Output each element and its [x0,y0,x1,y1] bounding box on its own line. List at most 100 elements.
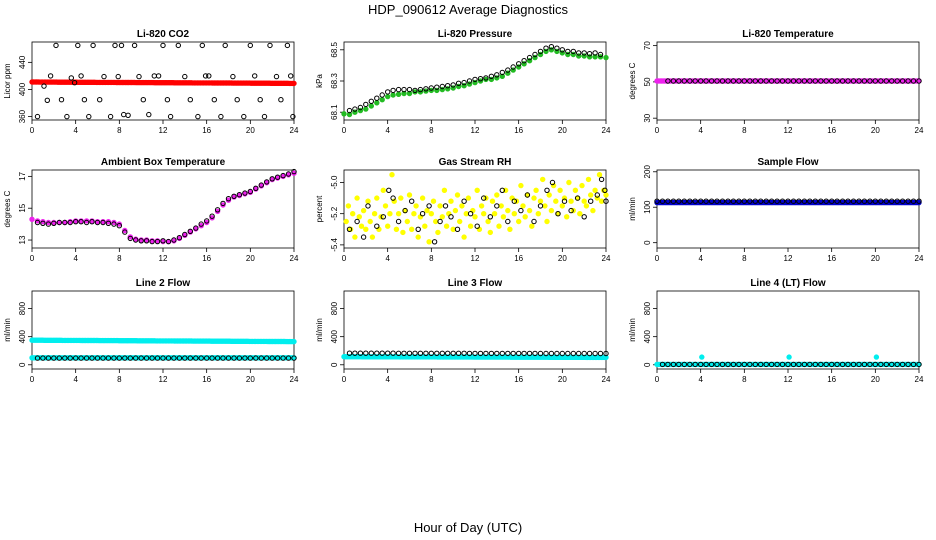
data-point [894,198,900,204]
y-tick-label: 400 [330,329,339,343]
data-point [346,111,353,118]
data-point [507,226,513,233]
data-point [136,73,142,80]
y-tick-label: 440 [18,55,27,69]
data-point [741,361,747,368]
x-tick-label: 20 [558,126,567,135]
data-point [818,78,824,84]
x-tick-label: 4 [385,254,390,263]
data-point [850,198,857,204]
data-point [736,198,742,204]
data-point [796,198,802,204]
data-point [442,203,449,209]
data-point [401,86,407,93]
data-point [155,73,162,79]
data-point [29,216,35,223]
data-point [910,78,917,84]
data-point [839,361,846,368]
data-point [149,355,155,361]
data-point [187,355,194,361]
data-point [834,198,840,204]
data-point [488,350,495,357]
data-point [883,361,889,368]
data-point [681,361,687,368]
data-point [363,106,369,112]
data-point [524,192,531,198]
data-point [758,78,764,84]
data-point [758,198,764,204]
x-tick-label: 20 [871,375,880,384]
data-point [905,78,911,84]
data-point [68,75,75,81]
data-point [225,196,232,202]
data-point [559,203,565,209]
data-point [596,172,603,178]
data-point [100,355,106,361]
data-point [472,76,478,83]
data-point [115,73,121,80]
data-point [592,54,598,60]
data-point [280,355,286,361]
data-point [494,192,500,198]
data-point [116,223,123,229]
data-point [522,214,528,220]
data-point [719,361,726,368]
panel-6: Line 2 Flow ml/min 0 4 8 12 16 20 24 0 400 800 [3,278,299,384]
data-point [395,86,402,93]
data-point [681,78,687,84]
data-point [94,355,101,361]
data-point [402,207,408,214]
data-point [910,198,917,204]
x-tick-label: 24 [602,254,611,263]
data-point [665,361,671,368]
y-tick-label: 800 [18,301,27,315]
data-point [131,42,138,49]
data-point [412,89,418,95]
data-point [360,207,367,214]
data-point [511,198,517,204]
data-point [122,355,128,361]
data-point [714,78,720,84]
y-axis-label: kPa [315,74,324,88]
data-point [520,203,526,209]
data-point [594,192,600,198]
data-point [454,226,461,233]
data-point [116,221,123,227]
data-point [570,48,576,55]
series-0 [343,172,609,245]
data-point [889,361,895,368]
data-point [539,176,546,183]
data-point [171,237,177,243]
data-point [390,350,396,356]
data-point [581,350,587,357]
data-point [597,350,604,357]
data-point [554,45,560,51]
data-point [415,226,421,233]
x-tick-label: 0 [655,126,660,135]
panel-4: Gas Stream RH percent 0 4 8 12 16 20 24 -5.4 -5.2 -… [315,157,611,263]
x-tick-label: 16 [827,254,836,263]
data-point [111,355,117,361]
data-point [395,218,402,225]
data-point [140,97,147,103]
data-point [62,355,68,361]
data-point [395,211,402,217]
y-tick-label: 200 [643,165,652,179]
y-tick-label: -5.2 [330,206,339,220]
data-point [426,203,432,209]
data-point [264,355,270,361]
data-point [474,187,480,194]
data-point [758,361,764,368]
data-point [417,86,424,93]
data-point [823,78,829,84]
x-tick-label: 4 [385,126,390,135]
x-tick-label: 24 [915,375,924,384]
data-point [703,361,709,368]
data-point [807,198,813,204]
data-point [45,219,52,226]
data-point [160,238,166,244]
data-point [417,350,424,356]
data-point [274,174,281,180]
data-point [382,203,389,209]
